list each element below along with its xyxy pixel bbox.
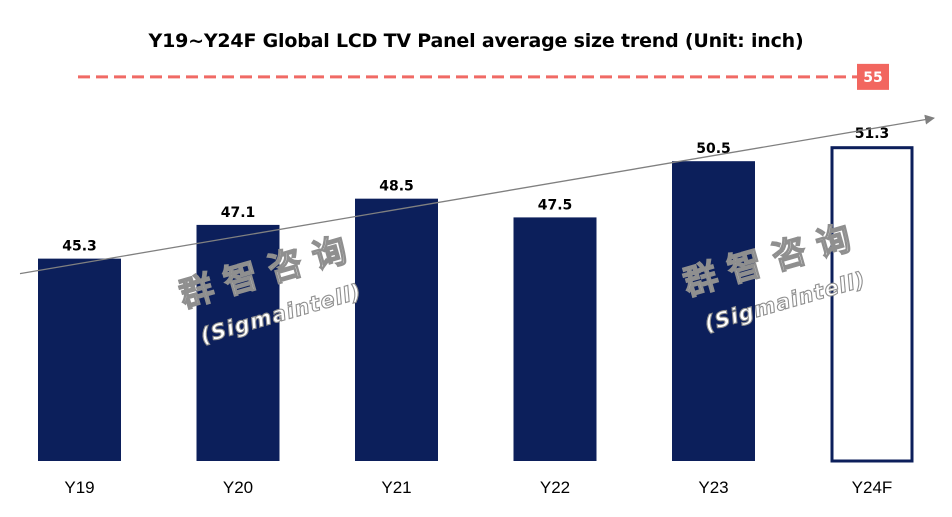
bar-y23: [672, 161, 755, 461]
value-label-y20: 47.1: [221, 205, 256, 221]
reference-label: 55: [863, 70, 882, 86]
value-label-y21: 48.5: [379, 179, 414, 195]
trend-arrow: [19, 114, 935, 275]
bar-y20: [196, 224, 280, 461]
x-tick-label-y19: Y19: [64, 478, 94, 497]
x-tick-label-y21: Y21: [381, 478, 411, 497]
x-tick-label-y24f: Y24F: [852, 478, 893, 497]
value-label-y19: 45.3: [62, 239, 97, 255]
bar-y22: [513, 217, 597, 461]
x-tick-label-y23: Y23: [698, 478, 728, 497]
bar-y24f: [830, 146, 914, 463]
chart-title: Y19~Y24F Global LCD TV Panel average siz…: [148, 30, 804, 52]
x-tick-label-y22: Y22: [540, 478, 570, 497]
bar-y21: [355, 198, 438, 461]
value-label-y23: 50.5: [696, 141, 731, 157]
reference-badge: [857, 63, 889, 90]
x-tick-label-y20: Y20: [223, 478, 253, 497]
bar-y19: [38, 258, 121, 461]
value-label-y22: 47.5: [538, 197, 573, 213]
